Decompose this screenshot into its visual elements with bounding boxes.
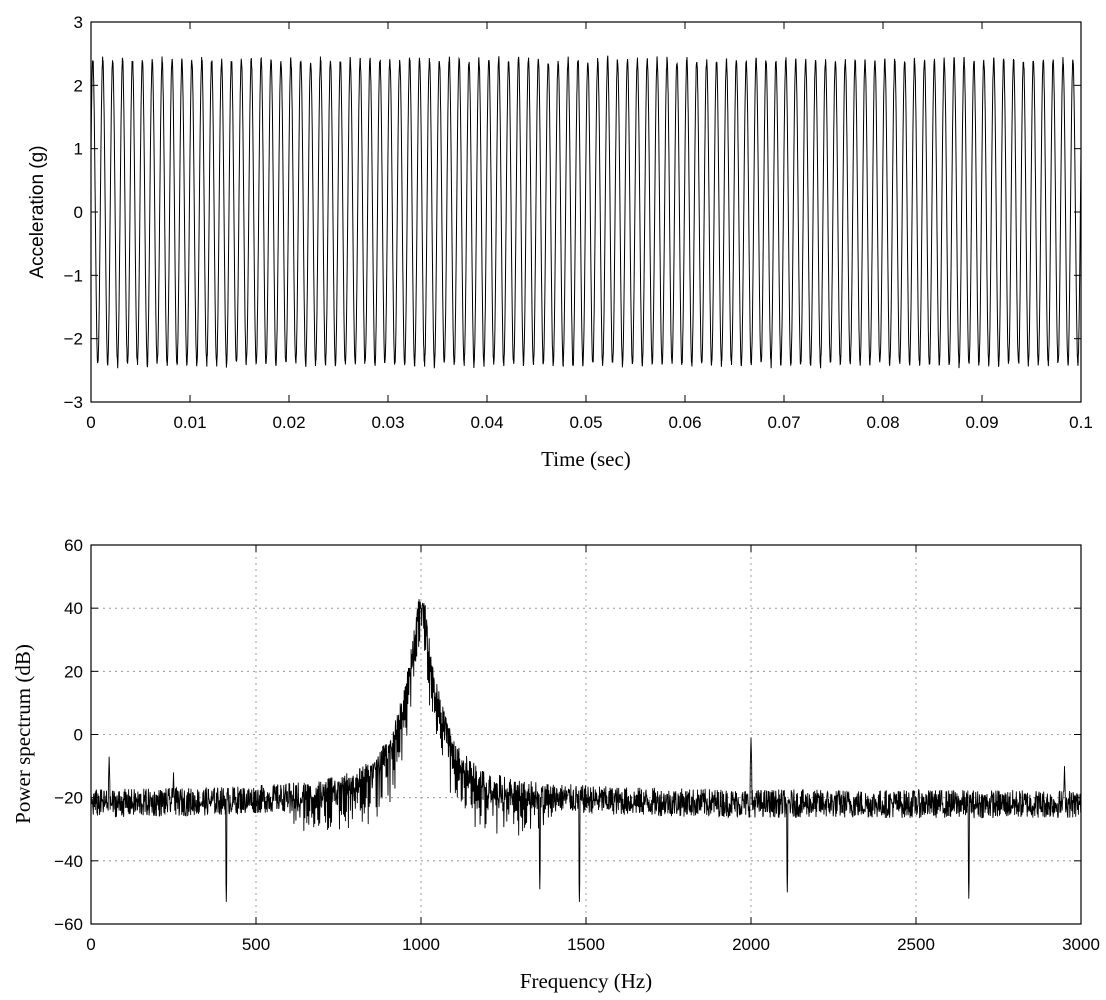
time-xtick-label: 0.03 bbox=[371, 413, 404, 432]
time-xtick-label: 0 bbox=[86, 413, 95, 432]
spectrum-ytick-label: 0 bbox=[74, 726, 83, 745]
spectrum-xtick-label: 500 bbox=[242, 935, 270, 954]
time-ytick-label: 0 bbox=[74, 203, 83, 222]
time-ytick-label: 3 bbox=[74, 13, 83, 32]
spectrum-ytick-label: −20 bbox=[54, 789, 83, 808]
time-axis-ticks: 0 0.01 0.02 0.03 0.04 0.05 0.06 0.07 0.08 0.09 0.1… bbox=[64, 13, 1093, 432]
spectrum-xtick-label: 2000 bbox=[732, 935, 770, 954]
spectrum-xtick-label: 3000 bbox=[1062, 935, 1100, 954]
power-spectrum-series-line bbox=[90, 599, 1082, 902]
time-ytick-label: 1 bbox=[74, 140, 83, 159]
spectrum-ytick-label: 40 bbox=[64, 599, 83, 618]
time-ytick-label: −2 bbox=[64, 330, 83, 349]
power-spectrum-ylabel: Power spectrum (dB) bbox=[11, 644, 35, 824]
time-xtick-label: 0.02 bbox=[272, 413, 305, 432]
time-plot-frame bbox=[90, 21, 1082, 403]
acceleration-ylabel: Acceleration (g) bbox=[27, 145, 48, 278]
time-xtick-label: 0.05 bbox=[569, 413, 602, 432]
time-xtick-label: 0.06 bbox=[668, 413, 701, 432]
spectrum-xtick-label: 2500 bbox=[897, 935, 935, 954]
frequency-domain-chart: 0 500 1000 1500 2000 2500 3000 −60 −40 −20 0 20 40 60… bbox=[11, 536, 1100, 993]
spectrum-ytick-label: −60 bbox=[54, 915, 83, 934]
spectrum-xtick-label: 1500 bbox=[567, 935, 605, 954]
acceleration-series-line bbox=[90, 55, 1082, 369]
spectrum-ytick-label: 60 bbox=[64, 536, 83, 555]
time-ytick-label: −1 bbox=[64, 266, 83, 285]
spectrum-ytick-label: −40 bbox=[54, 852, 83, 871]
spectrum-ytick-label: 20 bbox=[64, 662, 83, 681]
time-domain-chart: 0 0.01 0.02 0.03 0.04 0.05 0.06 0.07 0.08 0.09 0.1… bbox=[27, 13, 1093, 471]
time-xtick-label: 0.07 bbox=[767, 413, 800, 432]
spectrum-xtick-label: 1000 bbox=[402, 935, 440, 954]
time-xlabel: Time (sec) bbox=[541, 447, 631, 471]
frequency-xlabel: Frequency (Hz) bbox=[520, 969, 652, 993]
spectrum-xtick-label: 0 bbox=[86, 935, 95, 954]
spectrum-axis-ticks: 0 500 1000 1500 2000 2500 3000 −60 −40 −20 0 20 40 60 bbox=[54, 536, 1100, 954]
time-xtick-label: 0.04 bbox=[470, 413, 503, 432]
time-xtick-label: 0.1 bbox=[1069, 413, 1093, 432]
time-ytick-label: 2 bbox=[74, 76, 83, 95]
time-xtick-label: 0.09 bbox=[965, 413, 998, 432]
time-ytick-label: −3 bbox=[64, 393, 83, 412]
spectrum-grid bbox=[91, 545, 1081, 924]
time-xtick-label: 0.01 bbox=[173, 413, 206, 432]
time-xtick-label: 0.08 bbox=[866, 413, 899, 432]
